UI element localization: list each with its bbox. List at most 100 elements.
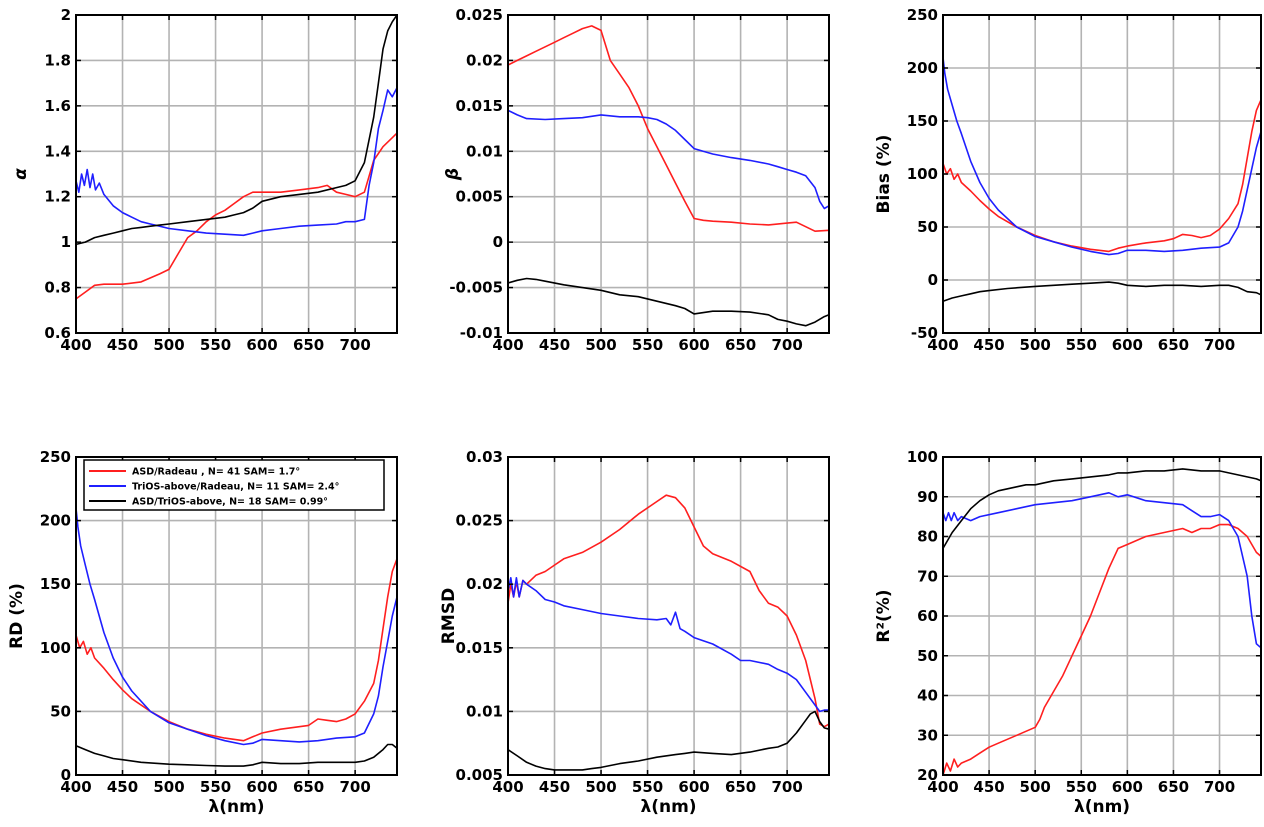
series-line-blue — [75, 507, 398, 746]
y-tick-label: 150 — [907, 112, 938, 130]
y-tick-label: 250 — [40, 448, 71, 466]
series-line-red — [942, 99, 1262, 253]
x-tick-label: 700 — [771, 778, 802, 796]
series-line-blue — [507, 576, 830, 713]
y-tick-label: 0.015 — [456, 639, 503, 657]
series-line-blue — [942, 491, 1262, 649]
series-line-black — [75, 743, 398, 767]
legend-entry-label: TriOS-above/Radeau, N= 11 SAM= 2.4° — [132, 482, 339, 493]
y-tick-label: 0.01 — [466, 702, 503, 720]
chart-panel-2: 400 450 500 550 600 650 700 -0.01 -0.005 0 0.005 0.… — [443, 6, 830, 354]
y-axis-label: α — [11, 168, 31, 180]
y-tick-label: 1.2 — [44, 188, 71, 206]
y-tick-label: 50 — [917, 647, 938, 665]
y-tick-label: 0.005 — [456, 188, 503, 206]
x-axis-label: λ(nm) — [1074, 797, 1130, 817]
y-axis-label: Bias (%) — [874, 135, 894, 214]
x-tick-label: 700 — [339, 778, 370, 796]
y-tick-label: 50 — [50, 702, 71, 720]
y-tick-label: 0.025 — [456, 512, 503, 530]
legend-entry-label: ASD/TriOS-above, N= 18 SAM= 0.99° — [132, 497, 328, 508]
y-tick-label: 90 — [917, 488, 938, 506]
y-tick-label: 1.6 — [44, 97, 71, 115]
y-tick-label: -0.005 — [449, 279, 503, 297]
x-axis-label: λ(nm) — [640, 797, 696, 817]
series-line-red — [75, 132, 398, 300]
series-line-black — [507, 277, 830, 327]
y-tick-label: 60 — [917, 607, 938, 625]
legend-entry-label: ASD/Radeau , N= 41 SAM= 1.7° — [132, 467, 300, 478]
plot-frame — [75, 456, 398, 776]
x-tick-label: 600 — [678, 778, 709, 796]
x-tick-label: 600 — [1112, 336, 1143, 354]
y-axis-label: RMSD — [439, 588, 459, 644]
x-tick-label: 600 — [1112, 778, 1143, 796]
series-line-red — [507, 25, 830, 232]
chart-panel-1: 400 450 500 550 600 650 700 0.6 0.8 1 1.2 1.4 1.6 1.8… — [11, 6, 398, 354]
chart-panel-6: 400 450 500 550 600 650 700 20 30 40 50 60 70 80 90 100… — [874, 448, 1262, 817]
x-tick-label: 450 — [973, 778, 1004, 796]
x-tick-label: 700 — [1204, 778, 1235, 796]
y-tick-label: 20 — [917, 766, 938, 784]
y-tick-label: 0.025 — [456, 6, 503, 24]
x-tick-label: 600 — [678, 336, 709, 354]
y-tick-label: 30 — [917, 726, 938, 744]
x-tick-label: 600 — [246, 778, 277, 796]
x-tick-label: 550 — [1066, 336, 1097, 354]
y-axis-label: RD (%) — [7, 583, 27, 649]
x-tick-label: 400 — [492, 336, 523, 354]
y-axis-label: β — [443, 168, 463, 181]
x-tick-label: 500 — [585, 336, 616, 354]
x-tick-label: 550 — [200, 778, 231, 796]
y-tick-label: 0 — [928, 271, 938, 289]
x-tick-label: 400 — [60, 778, 91, 796]
y-tick-label: 40 — [917, 687, 938, 705]
y-tick-label: 0.8 — [44, 279, 71, 297]
plot-frame — [507, 14, 830, 334]
y-tick-label: 0.01 — [466, 142, 503, 160]
series-line-red — [75, 557, 398, 742]
series-line-black — [507, 710, 830, 771]
x-tick-label: 500 — [1020, 336, 1051, 354]
y-tick-label: 2 — [61, 6, 71, 24]
x-tick-label: 400 — [492, 778, 523, 796]
y-tick-label: 1.8 — [44, 51, 71, 69]
series-line-black — [942, 281, 1262, 303]
y-tick-label: -50 — [911, 324, 938, 342]
y-tick-label: 100 — [40, 639, 71, 657]
x-tick-label: 500 — [585, 778, 616, 796]
y-tick-label: 150 — [40, 575, 71, 593]
y-tick-label: 0.02 — [466, 575, 503, 593]
plot-frame — [75, 14, 398, 334]
y-tick-label: 70 — [917, 567, 938, 585]
x-tick-label: 450 — [539, 336, 570, 354]
series-line-blue — [75, 86, 398, 237]
series-line-red — [942, 523, 1262, 776]
x-tick-label: 700 — [339, 336, 370, 354]
y-tick-label: 0.015 — [456, 97, 503, 115]
x-tick-label: 400 — [927, 778, 958, 796]
x-tick-label: 400 — [60, 336, 91, 354]
x-tick-label: 450 — [539, 778, 570, 796]
plot-frame — [507, 456, 830, 776]
chart-panel-3: 400 450 500 550 600 650 700 -50 0 50 100 150 200 250 B… — [874, 6, 1262, 354]
x-tick-label: 500 — [153, 336, 184, 354]
x-tick-label: 450 — [107, 778, 138, 796]
series-line-black — [75, 14, 398, 246]
x-tick-label: 550 — [200, 336, 231, 354]
x-axis-label: λ(nm) — [208, 797, 264, 817]
y-tick-label: 1.4 — [44, 142, 71, 160]
y-axis-label: R²(%) — [874, 589, 894, 642]
y-tick-label: 100 — [907, 165, 938, 183]
x-tick-label: 550 — [1066, 778, 1097, 796]
y-tick-label: 0 — [61, 766, 71, 784]
x-tick-label: 450 — [973, 336, 1004, 354]
x-tick-label: 650 — [1158, 778, 1189, 796]
y-tick-label: 100 — [907, 448, 938, 466]
y-tick-label: 1 — [61, 233, 71, 251]
x-tick-label: 400 — [927, 336, 958, 354]
legend: ASD/Radeau , N= 41 SAM= 1.7° TriOS-above/… — [83, 459, 385, 511]
x-tick-label: 650 — [293, 778, 324, 796]
x-tick-label: 650 — [725, 336, 756, 354]
x-tick-label: 600 — [246, 336, 277, 354]
